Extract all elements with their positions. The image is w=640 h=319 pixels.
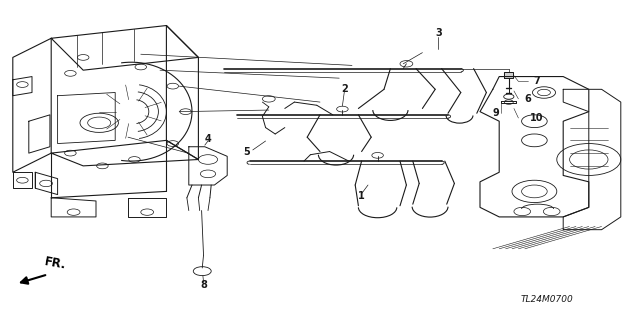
Text: TL24M0700: TL24M0700 [521, 295, 573, 304]
Text: 2: 2 [341, 84, 348, 94]
Text: 4: 4 [205, 134, 211, 144]
Text: 6: 6 [525, 94, 531, 104]
Text: 5: 5 [243, 146, 250, 157]
Text: 1: 1 [358, 191, 365, 201]
Text: 10: 10 [529, 113, 543, 123]
Text: 3: 3 [435, 28, 442, 39]
Text: 7: 7 [533, 76, 540, 86]
Text: 8: 8 [200, 279, 207, 290]
Text: 9: 9 [493, 108, 499, 118]
Text: FR.: FR. [44, 255, 67, 272]
